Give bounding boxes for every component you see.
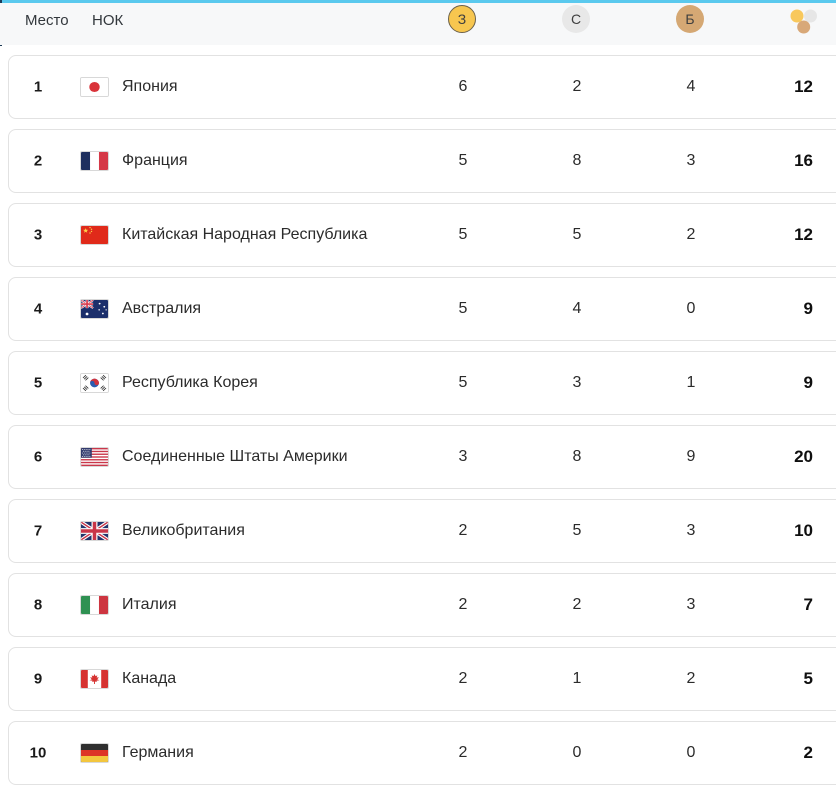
- total-count: 20: [794, 447, 813, 466]
- rank-cell: 4: [33, 300, 43, 318]
- silver-count: 5: [572, 226, 582, 243]
- bronze-count: 4: [686, 78, 696, 95]
- total-count: 7: [803, 595, 813, 614]
- total-count: 9: [803, 373, 813, 392]
- table-row[interactable]: 4 Австралия 5 4 0 9: [8, 277, 836, 341]
- gold-count: 5: [458, 374, 468, 391]
- bronze-count: 9: [686, 448, 696, 465]
- gold-count: 2: [458, 596, 468, 613]
- table-row[interactable]: 10 Германия 2 0 0 2: [8, 721, 836, 785]
- bronze-count: 2: [686, 226, 696, 243]
- silver-count: 3: [572, 374, 582, 391]
- total-count: 12: [794, 77, 813, 96]
- silver-count: 4: [572, 300, 582, 317]
- country-name: Соединенные Штаты Америки: [122, 448, 348, 465]
- rank-cell: 1: [33, 78, 43, 96]
- medal-table-rows: 1 Япония 6 2 4 12 2 Франция 5 8 3 16 3 К…: [8, 55, 836, 795]
- country-name: Австралия: [122, 300, 202, 317]
- silver-count: 2: [572, 78, 582, 95]
- country-name: Великобритания: [122, 522, 245, 539]
- gold-count: 5: [458, 300, 468, 317]
- bronze-count: 2: [686, 670, 696, 687]
- total-medals-icon: [788, 4, 820, 35]
- total-count: 12: [794, 225, 813, 244]
- silver-count: 8: [572, 448, 582, 465]
- flag-icon: [80, 743, 109, 763]
- silver-count: 8: [572, 152, 582, 169]
- silver-count: 0: [572, 744, 582, 761]
- table-row[interactable]: 1 Япония 6 2 4 12: [8, 55, 836, 119]
- rank-cell: 7: [33, 522, 43, 540]
- rank-cell: 9: [33, 670, 43, 688]
- gold-count: 2: [458, 744, 468, 761]
- table-row[interactable]: 6 Соединенные Штаты Америки 3 8 9 20: [8, 425, 836, 489]
- total-count: 9: [803, 299, 813, 318]
- medal-table-header: Место НОК З С Б: [0, 3, 836, 45]
- country-name: Канада: [122, 670, 177, 687]
- flag-icon: [80, 373, 109, 393]
- total-count: 16: [794, 151, 813, 170]
- flag-icon: [80, 669, 109, 689]
- total-count: 10: [794, 521, 813, 540]
- rank-cell: 2: [33, 152, 43, 170]
- bronze-count: 0: [686, 300, 696, 317]
- rank-cell: 5: [33, 374, 43, 392]
- country-name: Япония: [122, 78, 178, 95]
- country-name: Республика Корея: [122, 374, 258, 391]
- rank-cell: 8: [33, 596, 43, 614]
- total-count: 5: [803, 669, 813, 688]
- flag-icon: [80, 299, 109, 319]
- gold-count: 2: [458, 670, 468, 687]
- country-name: Германия: [122, 744, 194, 761]
- gold-count: 5: [458, 226, 468, 243]
- flag-icon: [80, 151, 109, 171]
- rank-cell: 10: [29, 744, 47, 762]
- flag-icon: [80, 225, 109, 245]
- flag-icon: [80, 447, 109, 467]
- rank-cell: 6: [33, 448, 43, 466]
- silver-medal-icon: С: [562, 5, 590, 33]
- bronze-count: 3: [686, 522, 696, 539]
- bronze-count: 3: [686, 596, 696, 613]
- bronze-count: 0: [686, 744, 696, 761]
- country-name: Италия: [122, 596, 177, 613]
- table-row[interactable]: 7 Великобритания 2 5 3 10: [8, 499, 836, 563]
- gold-count: 6: [458, 78, 468, 95]
- flag-icon: [80, 77, 109, 97]
- silver-count: 1: [572, 670, 582, 687]
- bronze-medal-icon: Б: [676, 5, 704, 33]
- gold-count: 5: [458, 152, 468, 169]
- table-row[interactable]: 2 Франция 5 8 3 16: [8, 129, 836, 193]
- place-column-header: Место: [25, 12, 69, 29]
- table-row[interactable]: 9 Канада 2 1 2 5: [8, 647, 836, 711]
- gold-count: 3: [458, 448, 468, 465]
- flag-icon: [80, 521, 109, 541]
- table-row[interactable]: 3 Китайская Народная Республика 5 5 2 12: [8, 203, 836, 267]
- top-accent-line: [0, 0, 836, 3]
- bronze-count: 1: [686, 374, 696, 391]
- bronze-count: 3: [686, 152, 696, 169]
- gold-count: 2: [458, 522, 468, 539]
- country-name: Франция: [122, 152, 188, 169]
- country-name: Китайская Народная Республика: [122, 226, 368, 243]
- flag-icon: [80, 595, 109, 615]
- silver-count: 2: [572, 596, 582, 613]
- gold-medal-icon: З: [448, 5, 476, 33]
- silver-count: 5: [572, 522, 582, 539]
- total-count: 2: [803, 743, 813, 762]
- table-row[interactable]: 5 Республика Корея 5 3 1 9: [8, 351, 836, 415]
- noc-column-header: НОК: [92, 12, 124, 29]
- rank-cell: 3: [33, 226, 43, 244]
- table-row[interactable]: 8 Италия 2 2 3 7: [8, 573, 836, 637]
